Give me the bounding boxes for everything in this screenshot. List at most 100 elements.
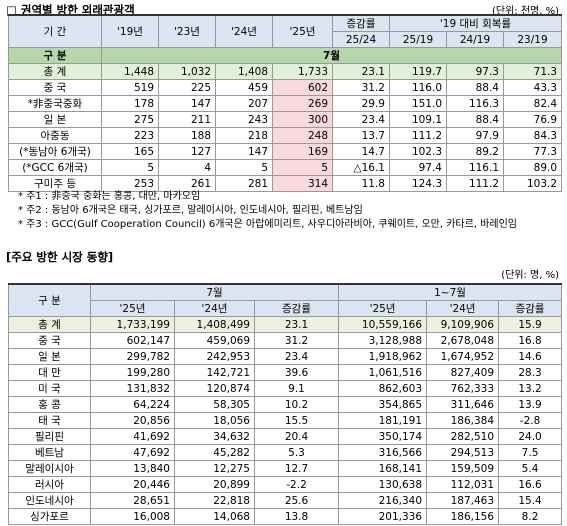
cell: 20,899 xyxy=(174,476,255,493)
cell: 199,280 xyxy=(90,364,175,381)
cell: 225 xyxy=(158,79,216,96)
cell: 41,692 xyxy=(90,428,175,445)
cell: 47,692 xyxy=(90,444,175,461)
header-cell: '25년 xyxy=(90,300,175,317)
cell: 1,674,952 xyxy=(426,348,500,365)
row-label: *非중국중화 xyxy=(8,95,102,112)
cell: 16.6 xyxy=(498,476,563,493)
cell: 13.9 xyxy=(498,396,563,413)
table-row: 일 본 299,782 242,953 23.4 1,918,962 1,674,952 1… xyxy=(8,348,563,365)
cell: 178 xyxy=(101,95,159,112)
cell: 5 xyxy=(272,159,333,176)
cell: 459,069 xyxy=(174,332,255,349)
row-label: (*GCC 6개국) xyxy=(8,159,102,176)
cell: 23.1 xyxy=(253,316,340,333)
cell: 71.3 xyxy=(502,63,563,80)
section-title: [주요 방한 시장 동향] xyxy=(6,250,114,264)
cell: 5.4 xyxy=(498,460,563,477)
row-label: 필리핀 xyxy=(8,428,91,445)
row-label: 아중동 xyxy=(8,127,102,144)
cell: 159,509 xyxy=(426,460,500,477)
cell: 131,832 xyxy=(90,380,175,397)
cell: 459 xyxy=(215,79,273,96)
cell: 119.7 xyxy=(389,63,447,80)
cell: 3,128,988 xyxy=(338,332,428,349)
cell: 82.4 xyxy=(502,95,563,112)
notes: * 주1 : 非중국 중화는 홍콩, 대만, 마카오임 * 주2 : 동남아 6개… xyxy=(18,190,558,232)
table-row: 구 분 7월 1~7월 xyxy=(8,283,563,317)
cell: 1,061,516 xyxy=(338,364,428,381)
cell: -2.2 xyxy=(253,476,340,493)
row-label: 태 국 xyxy=(8,412,91,429)
header-cell: 7월 xyxy=(89,283,340,301)
cell: 281 xyxy=(215,175,273,192)
cell: 24.0 xyxy=(498,428,563,445)
header-cell: 23/19 xyxy=(502,31,563,48)
header-cell: '24년 xyxy=(426,300,500,317)
cell: 15.5 xyxy=(253,412,340,429)
header-cell: 증감률 xyxy=(498,300,563,317)
row-label: 중 국 xyxy=(8,79,102,96)
cell: 316,566 xyxy=(338,444,428,461)
cell: 45,282 xyxy=(174,444,255,461)
cell: 1,032 xyxy=(158,63,216,80)
table-row: (*GCC 6개국) 5 4 5 5 △16.1 97.4 116.1 89.0 xyxy=(8,159,563,176)
row-label: 인도네시아 xyxy=(8,492,91,509)
cell: 1,733 xyxy=(272,63,333,80)
cell: 13.2 xyxy=(498,380,563,397)
cell: 300 xyxy=(272,111,333,128)
cell: 282,510 xyxy=(426,428,500,445)
cell: 88.4 xyxy=(446,111,504,128)
table-row: 총 계 1,733,199 1,408,499 23.1 10,559,166 9,109… xyxy=(8,316,563,333)
cell: 103.2 xyxy=(502,175,563,192)
cell: 275 xyxy=(101,111,159,128)
cell: 116.0 xyxy=(389,79,447,96)
table-row: 미 국 131,832 120,874 9.1 862,603 762,333 13.2 xyxy=(8,380,563,397)
note: * 주3 : GCC(Gulf Cooperation Council) 6개국… xyxy=(18,219,517,230)
row-label: (*동남아 6개국) xyxy=(8,143,102,160)
row-label: 미 국 xyxy=(8,380,91,397)
table-row: 기 간 '19년 '23년 '24년 '25년 증감률 '19 대비 회복률 xyxy=(8,14,563,48)
cell: 269 xyxy=(272,95,333,112)
cell: 216,340 xyxy=(338,492,428,509)
row-label: 일 본 xyxy=(8,348,91,365)
cell: 5 xyxy=(101,159,159,176)
cell: 39.6 xyxy=(253,364,340,381)
row-label: 중 국 xyxy=(8,332,91,349)
cell: 5.3 xyxy=(253,444,340,461)
cell: 12.7 xyxy=(253,460,340,477)
cell: 64,224 xyxy=(90,396,175,413)
cell: 223 xyxy=(101,127,159,144)
row-label: 말레이시아 xyxy=(8,460,91,477)
table-row: 구 분 7월 xyxy=(8,47,563,64)
cell: 28.3 xyxy=(498,364,563,381)
cell: 314 xyxy=(272,175,333,192)
header-cell: 25/24 xyxy=(332,31,390,48)
cell: -2.8 xyxy=(498,412,563,429)
header-cell: '24년 xyxy=(215,14,273,48)
unit-label: (단위: 천명, %) xyxy=(491,6,559,17)
cell: 248 xyxy=(272,127,333,144)
unit-label: (단위: 명, %) xyxy=(501,270,559,281)
cell: 7.5 xyxy=(498,444,563,461)
cell: 350,174 xyxy=(338,428,428,445)
cell: 89.2 xyxy=(446,143,504,160)
header-cell: 1~7월 xyxy=(338,283,563,301)
cell: 201,336 xyxy=(338,508,428,525)
table-row: 필리핀 41,692 34,632 20.4 350,174 282,510 24.0 xyxy=(8,428,563,445)
cell: 827,409 xyxy=(426,364,500,381)
cell: 2,678,048 xyxy=(426,332,500,349)
cell: 168,141 xyxy=(338,460,428,477)
header-cell: '19 대비 회복률 xyxy=(388,14,563,32)
cell: 18,056 xyxy=(174,412,255,429)
cell: △16.1 xyxy=(332,159,390,176)
cell: 116.1 xyxy=(446,159,504,176)
cell: 147 xyxy=(158,95,216,112)
row-label: 대 만 xyxy=(8,364,91,381)
table-row: 말레이시아 13,840 12,275 12.7 168,141 159,509 5.4 xyxy=(8,460,563,477)
row-label: 총 계 xyxy=(8,316,91,333)
cell: 862,603 xyxy=(338,380,428,397)
table-row: 중 국 602,147 459,069 31.2 3,128,988 2,678,048 1… xyxy=(8,332,563,349)
cell: 84.3 xyxy=(502,127,563,144)
